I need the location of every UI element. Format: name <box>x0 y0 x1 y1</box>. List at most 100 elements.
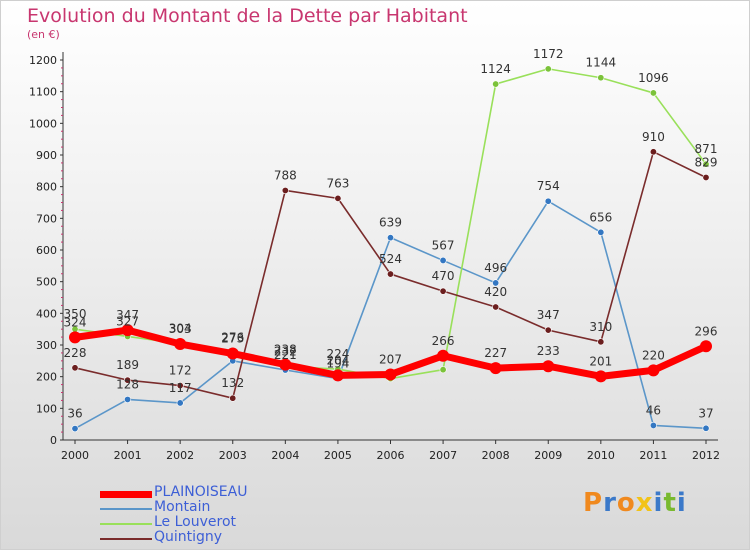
point-le-louverot <box>544 65 552 73</box>
logo-letter: P <box>583 488 604 518</box>
point-montain <box>71 425 79 433</box>
legend-item-plainoiseau: PLAINOISEAU <box>100 484 360 501</box>
point-plainoiseau <box>121 324 134 337</box>
y-tick-label: 200 <box>36 371 57 384</box>
legend: PLAINOISEAU Montain Le Louverot Quintigny <box>100 484 360 546</box>
point-montain <box>544 197 552 205</box>
point-plainoiseau <box>226 347 239 360</box>
data-label-montain: 221 <box>274 348 297 362</box>
point-quintigny <box>229 394 237 402</box>
point-le-louverot <box>439 366 447 374</box>
y-tick-label: 1200 <box>29 54 57 67</box>
logo-letter: i <box>676 488 687 518</box>
logo-letter: o <box>616 488 636 518</box>
data-label-quintigny: 829 <box>695 155 718 169</box>
legend-swatch <box>100 538 152 540</box>
point-quintigny <box>334 194 342 202</box>
data-label-quintigny: 470 <box>432 269 455 283</box>
data-label-plainoiseau: 273 <box>221 332 244 346</box>
point-montain <box>439 256 447 264</box>
point-plainoiseau <box>437 349 450 362</box>
data-label-montain: 36 <box>67 407 82 421</box>
data-label-quintigny: 420 <box>484 285 507 299</box>
point-montain <box>649 421 657 429</box>
x-tick-label: 2001 <box>114 449 142 462</box>
point-quintigny <box>71 364 79 372</box>
y-tick-label: 900 <box>36 149 57 162</box>
data-label-montain: 496 <box>484 261 507 275</box>
data-label-plainoiseau: 266 <box>432 334 455 348</box>
point-quintigny <box>124 376 132 384</box>
y-tick-label: 700 <box>36 212 57 225</box>
data-label-quintigny: 347 <box>537 308 560 322</box>
point-montain <box>492 279 500 287</box>
point-plainoiseau <box>384 368 397 381</box>
data-label-montain: 46 <box>646 403 661 417</box>
data-label-montain: 37 <box>698 406 713 420</box>
point-plainoiseau <box>279 358 292 371</box>
legend-item-montain: Montain <box>100 499 360 516</box>
point-plainoiseau <box>174 338 187 351</box>
data-label-quintigny: 524 <box>379 252 402 266</box>
point-quintigny <box>492 303 500 311</box>
legend-label: Le Louverot <box>154 514 237 530</box>
y-tick-label: 0 <box>50 434 57 447</box>
point-quintigny <box>176 382 184 390</box>
x-tick-label: 2010 <box>587 449 615 462</box>
x-tick-label: 2004 <box>271 449 299 462</box>
point-plainoiseau <box>489 362 502 375</box>
point-montain <box>176 399 184 407</box>
data-label-plainoiseau: 204 <box>326 353 349 367</box>
point-le-louverot <box>702 160 710 168</box>
data-label-plainoiseau: 324 <box>64 315 87 329</box>
point-quintigny <box>386 270 394 278</box>
logo-letter: x <box>635 488 654 518</box>
data-label-le-louverot: 304 <box>169 322 192 336</box>
data-label-montain: 194 <box>326 357 349 371</box>
logo-letter: r <box>603 488 617 518</box>
point-quintigny <box>439 287 447 295</box>
point-le-louverot <box>597 74 605 82</box>
point-quintigny <box>597 338 605 346</box>
data-label-plainoiseau: 296 <box>695 324 718 338</box>
legend-item-quintigny: Quintigny <box>100 529 360 546</box>
x-tick-label: 2012 <box>692 449 720 462</box>
point-plainoiseau <box>647 364 660 377</box>
y-tick-label: 500 <box>36 276 57 289</box>
legend-swatch <box>100 508 152 510</box>
data-label-quintigny: 172 <box>169 364 192 378</box>
point-montain <box>702 424 710 432</box>
data-label-montain: 567 <box>432 238 455 252</box>
point-quintigny <box>702 173 710 181</box>
data-label-quintigny: 763 <box>326 176 349 190</box>
point-le-louverot <box>492 80 500 88</box>
point-plainoiseau <box>700 340 712 353</box>
data-label-quintigny: 910 <box>642 130 665 144</box>
data-label-le-louverot: 1144 <box>586 56 617 70</box>
y-tick-label: 1100 <box>29 86 57 99</box>
data-label-le-louverot: 276 <box>221 331 244 345</box>
x-tick-label: 2009 <box>534 449 562 462</box>
data-label-plainoiseau: 303 <box>169 322 192 336</box>
data-label-quintigny: 189 <box>116 358 139 372</box>
data-label-montain: 639 <box>379 216 402 230</box>
data-label-montain: 128 <box>116 377 139 391</box>
logo-letter: i <box>653 488 664 518</box>
legend-label: Montain <box>154 499 211 515</box>
point-montain <box>386 234 394 242</box>
x-tick-label: 2011 <box>639 449 667 462</box>
point-plainoiseau <box>69 331 81 344</box>
data-label-le-louverot: 327 <box>116 314 139 328</box>
data-label-quintigny: 132 <box>221 376 244 390</box>
data-label-montain: 117 <box>169 381 192 395</box>
data-label-le-louverot: 1172 <box>533 47 564 61</box>
legend-label: Quintigny <box>154 529 223 545</box>
y-tick-label: 800 <box>36 181 57 194</box>
point-plainoiseau <box>331 369 344 382</box>
legend-swatch <box>100 523 152 525</box>
logo-letter: t <box>663 488 677 518</box>
x-tick-label: 2003 <box>219 449 247 462</box>
data-label-plainoiseau: 227 <box>484 346 507 360</box>
